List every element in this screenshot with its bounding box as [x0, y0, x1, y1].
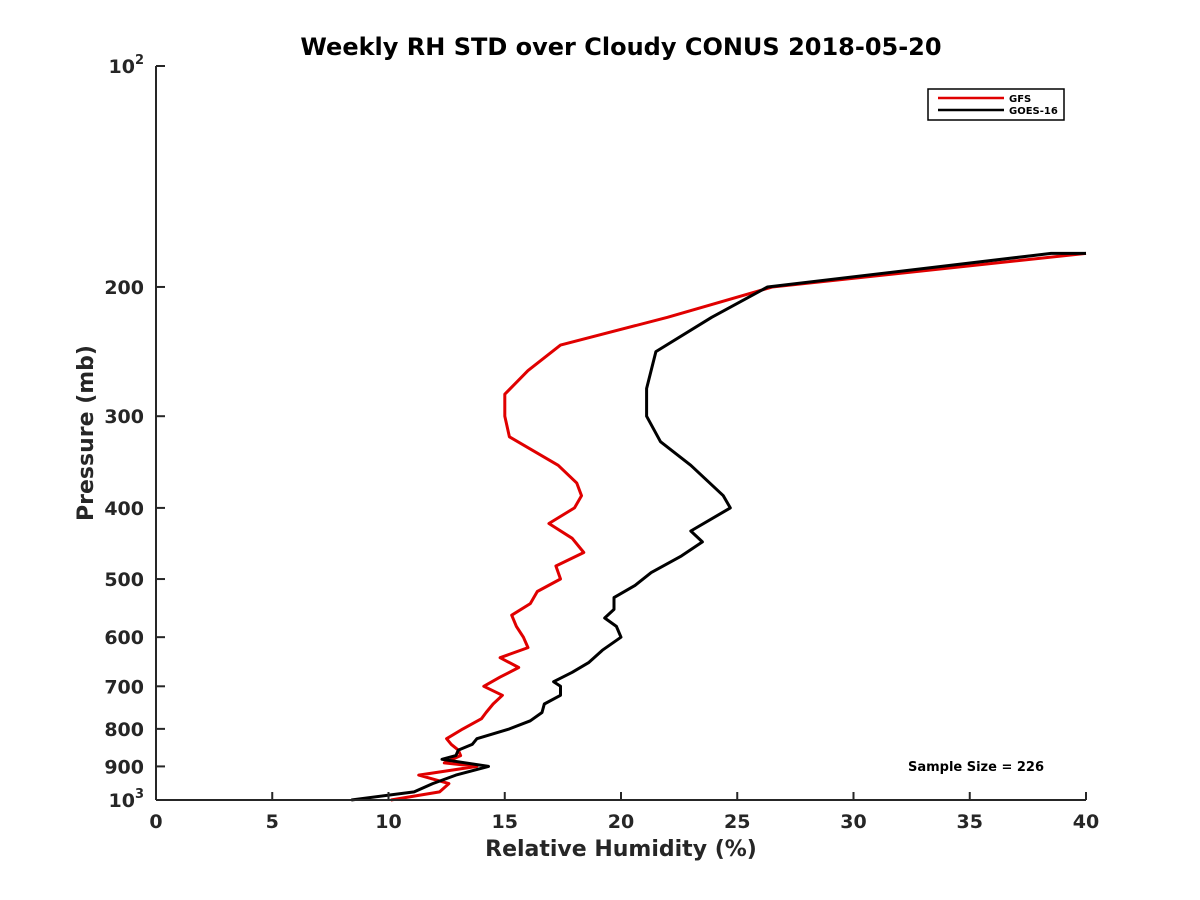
y-tick-label: 500 — [104, 569, 144, 591]
x-tick-label: 30 — [840, 811, 866, 833]
y-axis-label: Pressure (mb) — [74, 345, 99, 521]
x-tick-label: 15 — [492, 811, 518, 833]
y-tick-label: 800 — [104, 719, 144, 741]
y-tick-label: 600 — [104, 627, 144, 649]
x-tick-label: 35 — [957, 811, 983, 833]
x-axis-label: Relative Humidity (%) — [485, 837, 757, 862]
series-line-gfs — [390, 251, 1087, 802]
y-tick-label: 700 — [104, 676, 144, 698]
y-tick-label: 103 — [109, 787, 145, 812]
legend-label-gfs: GFS — [1009, 94, 1031, 105]
legend: GFS GOES-16 — [927, 88, 1065, 121]
x-tick-label: 25 — [724, 811, 750, 833]
y-tick-label: 400 — [104, 498, 144, 520]
y-tick-label: 102 — [109, 53, 145, 78]
x-tick-label: 5 — [266, 811, 279, 833]
legend-label-goes16: GOES-16 — [1009, 106, 1058, 117]
sample-size-annotation: Sample Size = 226 — [908, 760, 1044, 775]
x-tick-label: 10 — [375, 811, 401, 833]
series-line-goes16 — [351, 251, 1086, 802]
axes: 0 5 10 15 20 25 30 35 40 102 200 300 400 500 600 700 800… — [104, 53, 1099, 833]
x-tick-label: 40 — [1073, 811, 1099, 833]
plot-area — [351, 251, 1087, 802]
y-tick-label: 200 — [104, 277, 144, 299]
chart-title: Weekly RH STD over Cloudy CONUS 2018-05-… — [300, 33, 941, 61]
legend-box — [927, 88, 1065, 121]
y-tick-label: 900 — [104, 756, 144, 778]
x-tick-label: 0 — [149, 811, 162, 833]
x-tick-label: 20 — [608, 811, 634, 833]
y-tick-label: 300 — [104, 406, 144, 428]
